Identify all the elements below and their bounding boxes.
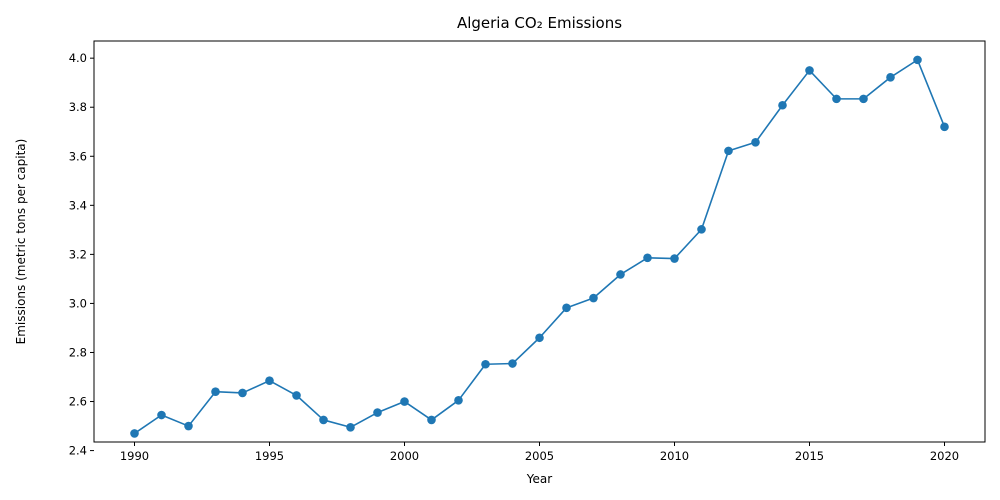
plot-area: [130, 55, 949, 438]
x-tick-label: 2015: [795, 449, 824, 463]
data-point: [535, 333, 544, 343]
y-tick-label: 3.2: [69, 247, 87, 261]
data-point: [508, 359, 517, 368]
data-point: [940, 122, 949, 132]
data-point: [184, 421, 193, 431]
data-point: [886, 72, 895, 82]
data-point: [265, 376, 274, 385]
data-point: [454, 396, 463, 405]
y-axis-label: Emissions (metric tons per capita): [14, 139, 28, 345]
data-point: [589, 293, 598, 303]
data-point: [481, 359, 490, 369]
data-point: [616, 270, 625, 279]
data-point: [697, 225, 706, 234]
y-tick-label: 2.4: [69, 444, 87, 458]
series-line: [134, 59, 946, 435]
data-point: [643, 253, 652, 263]
data-point: [427, 415, 436, 425]
data-point: [670, 254, 679, 263]
data-point: [751, 137, 760, 147]
x-tick-label: 1990: [120, 449, 149, 463]
y-tick-label: 3.0: [69, 296, 87, 310]
y-tick-label: 4.0: [69, 51, 87, 65]
data-point: [238, 388, 247, 398]
x-axis-label: Year: [526, 472, 552, 486]
data-point: [130, 429, 139, 438]
y-tick-label: 3.4: [69, 198, 87, 212]
chart-title: Algeria CO₂ Emissions: [457, 14, 622, 32]
x-tick-label: 2005: [525, 449, 554, 463]
data-point: [373, 408, 382, 417]
data-point: [805, 66, 814, 75]
data-point: [292, 391, 301, 400]
data-point: [400, 397, 409, 406]
data-point: [832, 94, 841, 104]
data-point: [562, 303, 571, 313]
x-tick-label: 2000: [390, 449, 419, 463]
y-tick-label: 2.6: [69, 395, 87, 409]
x-tick-label: 2020: [930, 449, 959, 463]
data-point: [211, 387, 220, 397]
data-point: [157, 410, 166, 420]
data-point: [913, 55, 922, 65]
data-point: [319, 415, 328, 425]
x-tick-label: 2010: [660, 449, 689, 463]
data-point: [859, 94, 868, 104]
data-point: [346, 422, 355, 432]
x-axis: 1990 1995 2000 2005 2010 2015 2020: [120, 442, 959, 463]
y-tick-label: 3.8: [69, 100, 87, 114]
y-axis: 2.4 2.6 2.8 3.0 3.2 3.4 3.6 3.8 4.0: [69, 51, 94, 458]
data-point: [724, 146, 733, 156]
plot-frame: [93, 40, 986, 443]
y-tick-label: 3.6: [69, 149, 87, 163]
x-tick-label: 1995: [255, 449, 284, 463]
y-tick-label: 2.8: [69, 345, 87, 359]
data-point: [778, 100, 787, 110]
